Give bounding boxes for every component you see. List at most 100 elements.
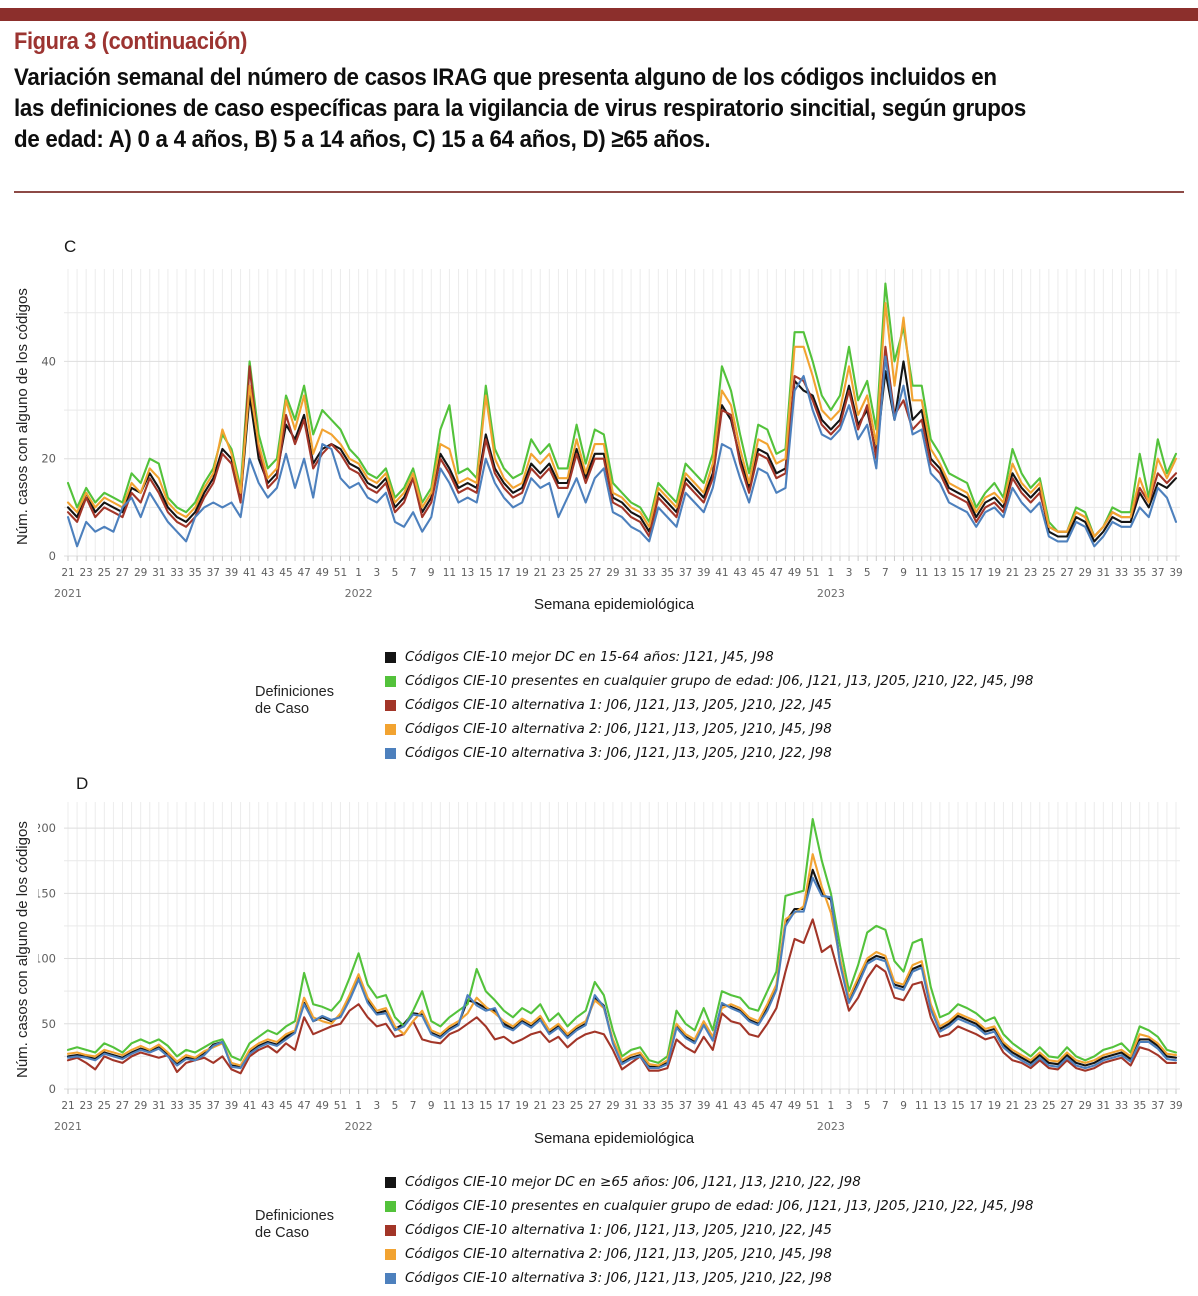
svg-text:9: 9 bbox=[900, 567, 907, 579]
legend-item: Códigos CIE-10 presentes en cualquier gr… bbox=[385, 669, 1034, 693]
series-line-3 bbox=[66, 853, 1178, 1067]
svg-text:7: 7 bbox=[410, 567, 417, 579]
svg-text:37: 37 bbox=[207, 567, 220, 579]
svg-text:43: 43 bbox=[261, 567, 274, 579]
x-tick-labels: 21 23 25 27 29 31 33 35 37 39 41 43 45 47 49 51 1 3 5 7 9 11 1… bbox=[61, 1100, 1182, 1112]
x-axis-title-c: Semana epidemiológica bbox=[533, 596, 695, 613]
svg-text:47: 47 bbox=[770, 1100, 783, 1112]
svg-text:15: 15 bbox=[479, 1100, 492, 1112]
svg-text:23: 23 bbox=[79, 567, 92, 579]
series-line-1 bbox=[66, 817, 1178, 1064]
svg-text:51: 51 bbox=[806, 567, 819, 579]
y-tick-labels: 0 20 40 bbox=[41, 354, 56, 563]
svg-text:41: 41 bbox=[243, 567, 256, 579]
legend-swatch-black bbox=[385, 1176, 396, 1188]
series-line-4 bbox=[66, 355, 1178, 548]
svg-text:20: 20 bbox=[41, 452, 56, 466]
svg-text:27: 27 bbox=[1060, 1100, 1073, 1112]
svg-text:5: 5 bbox=[864, 1100, 871, 1112]
panel-label-d: D bbox=[76, 774, 89, 793]
svg-text:25: 25 bbox=[98, 1100, 111, 1112]
svg-text:49: 49 bbox=[316, 1100, 329, 1112]
legend-swatch-darkred bbox=[385, 1224, 396, 1236]
x-axis-title-d: Semana epidemiológica bbox=[533, 1130, 695, 1147]
y-tick-labels: 0 50 100 150 200 bbox=[38, 821, 56, 1096]
svg-text:17: 17 bbox=[497, 567, 510, 579]
legend-swatch-orange bbox=[385, 1248, 396, 1260]
svg-text:37: 37 bbox=[207, 1100, 220, 1112]
svg-text:49: 49 bbox=[316, 567, 329, 579]
svg-text:2021: 2021 bbox=[54, 587, 82, 600]
svg-text:21: 21 bbox=[1006, 567, 1019, 579]
svg-text:21: 21 bbox=[61, 567, 74, 579]
svg-text:7: 7 bbox=[882, 567, 889, 579]
svg-text:35: 35 bbox=[188, 567, 201, 579]
svg-text:15: 15 bbox=[951, 567, 964, 579]
svg-text:9: 9 bbox=[900, 1100, 907, 1112]
legend-d-title-line2: de Caso bbox=[255, 1225, 310, 1241]
svg-text:35: 35 bbox=[188, 1100, 201, 1112]
svg-text:1: 1 bbox=[355, 567, 362, 579]
svg-text:45: 45 bbox=[752, 1100, 765, 1112]
svg-text:50: 50 bbox=[41, 1017, 56, 1031]
svg-text:13: 13 bbox=[461, 1100, 474, 1112]
svg-text:0: 0 bbox=[49, 1082, 56, 1096]
legend-item: Códigos CIE-10 alternativa 1: J06, J121,… bbox=[385, 1218, 832, 1242]
svg-text:5: 5 bbox=[392, 1100, 399, 1112]
svg-text:43: 43 bbox=[733, 567, 746, 579]
figure-caption: Variación semanal del número de casos IR… bbox=[14, 62, 1184, 155]
year-labels: 2021 2022 2023 bbox=[54, 587, 845, 600]
figure-header: Figura 3 (continuación) Variación semana… bbox=[14, 28, 1184, 155]
svg-text:2022: 2022 bbox=[345, 1120, 373, 1133]
svg-text:31: 31 bbox=[1097, 567, 1110, 579]
svg-text:15: 15 bbox=[951, 1100, 964, 1112]
svg-text:25: 25 bbox=[570, 1100, 583, 1112]
svg-text:23: 23 bbox=[1024, 1100, 1037, 1112]
svg-text:11: 11 bbox=[443, 1100, 456, 1112]
caption-line-3: de edad: A) 0 a 4 años, B) 5 a 14 años, … bbox=[14, 126, 711, 153]
svg-text:51: 51 bbox=[334, 567, 347, 579]
svg-text:29: 29 bbox=[1078, 1100, 1091, 1112]
svg-text:27: 27 bbox=[588, 1100, 601, 1112]
svg-text:33: 33 bbox=[170, 567, 183, 579]
series-line-0 bbox=[66, 360, 1178, 543]
figure-label: Figura 3 (continuación) bbox=[14, 28, 248, 55]
chart-d-canvas: 0501001502002123252729313335373941434547… bbox=[38, 802, 1183, 1133]
legend-swatch-blue bbox=[385, 1272, 396, 1284]
svg-text:150: 150 bbox=[38, 886, 56, 900]
legend-swatch-green bbox=[385, 675, 396, 687]
legend-swatch-darkred bbox=[385, 699, 396, 711]
svg-text:37: 37 bbox=[679, 1100, 692, 1112]
svg-text:25: 25 bbox=[1042, 567, 1055, 579]
svg-text:17: 17 bbox=[497, 1100, 510, 1112]
svg-text:3: 3 bbox=[846, 1100, 853, 1112]
svg-text:47: 47 bbox=[297, 1100, 310, 1112]
svg-text:39: 39 bbox=[1169, 1100, 1182, 1112]
svg-text:33: 33 bbox=[1115, 1100, 1128, 1112]
legend-label: Códigos CIE-10 mejor DC en 15-64 años: J… bbox=[405, 649, 774, 665]
svg-text:49: 49 bbox=[788, 567, 801, 579]
y-axis-title-c: Núm. casos con alguno de los códigos bbox=[14, 288, 31, 546]
svg-text:11: 11 bbox=[915, 567, 928, 579]
svg-text:100: 100 bbox=[38, 952, 56, 966]
svg-text:40: 40 bbox=[41, 354, 56, 368]
svg-text:17: 17 bbox=[970, 567, 983, 579]
legend-item: Códigos CIE-10 alternativa 1: J06, J121,… bbox=[385, 693, 832, 717]
svg-text:23: 23 bbox=[552, 1100, 565, 1112]
svg-text:19: 19 bbox=[515, 1100, 528, 1112]
svg-text:13: 13 bbox=[461, 567, 474, 579]
svg-text:41: 41 bbox=[715, 567, 728, 579]
svg-text:35: 35 bbox=[661, 567, 674, 579]
divider-rule bbox=[14, 191, 1184, 193]
y-axis-title-d: Núm. casos con alguno de los códigos bbox=[14, 821, 31, 1079]
svg-text:11: 11 bbox=[443, 567, 456, 579]
svg-text:37: 37 bbox=[1151, 1100, 1164, 1112]
svg-text:41: 41 bbox=[715, 1100, 728, 1112]
series-line-4 bbox=[66, 876, 1178, 1070]
svg-text:37: 37 bbox=[679, 567, 692, 579]
legend-swatch-black bbox=[385, 651, 396, 663]
svg-text:21: 21 bbox=[534, 1100, 547, 1112]
svg-text:13: 13 bbox=[933, 567, 946, 579]
legend-label: Códigos CIE-10 alternativa 1: J06, J121,… bbox=[405, 1222, 832, 1238]
